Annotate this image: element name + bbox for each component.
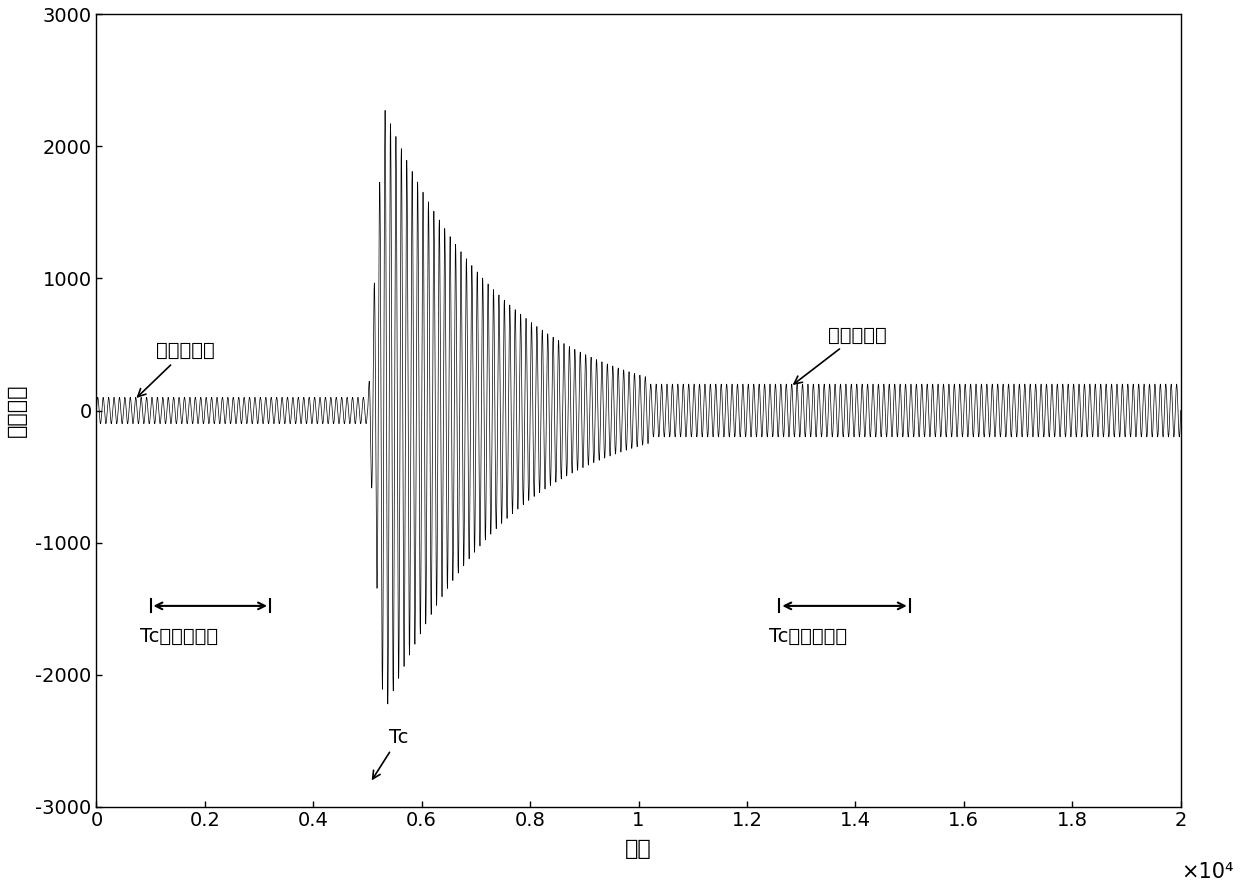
Text: Tc前稳态波形: Tc前稳态波形 — [140, 626, 218, 646]
Text: ×10⁴: ×10⁴ — [1180, 862, 1233, 881]
Text: 电压过零点: 电压过零点 — [138, 341, 215, 396]
Text: 电压过零点: 电压过零点 — [794, 325, 887, 384]
X-axis label: 时间: 时间 — [625, 839, 652, 859]
Text: Tc后稳态波形: Tc后稳态波形 — [769, 626, 847, 646]
Y-axis label: 电流幅値: 电流幅値 — [7, 384, 27, 437]
Text: Tc: Tc — [373, 729, 408, 779]
